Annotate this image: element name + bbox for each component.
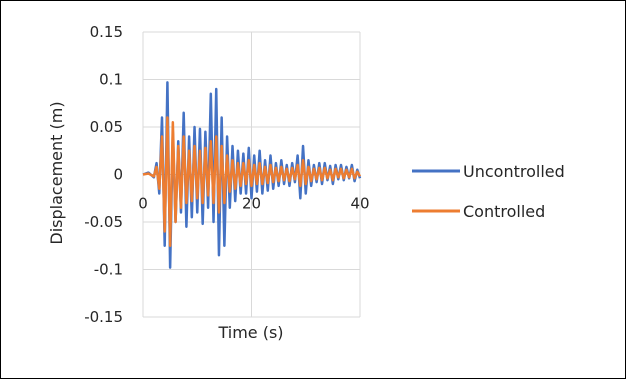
x-tick-label: 20 bbox=[242, 195, 261, 213]
x-tick-label: 0 bbox=[138, 195, 148, 213]
x-tick-label: 40 bbox=[350, 195, 369, 213]
y-tick-label: -0.15 bbox=[84, 308, 123, 326]
legend-label-uncontrolled: Uncontrolled bbox=[463, 162, 565, 181]
series-line-controlled bbox=[142, 116, 362, 247]
y-tick-label: 0.05 bbox=[90, 118, 123, 136]
x-axis-title: Time (s) bbox=[217, 323, 283, 342]
series-layer bbox=[142, 81, 362, 269]
y-tick-label: -0.1 bbox=[94, 261, 123, 279]
y-tick-label: -0.05 bbox=[84, 213, 123, 231]
y-axis-title: Displacement (m) bbox=[47, 101, 66, 244]
y-tick-label: 0.1 bbox=[99, 71, 123, 89]
tick-layer: 0.15 0.1 0.05 0 -0.05 -0.1 -0.15 0 20 40 bbox=[84, 23, 369, 326]
y-tick-label: 0 bbox=[113, 166, 123, 184]
legend: Uncontrolled Controlled bbox=[412, 162, 565, 221]
series-line-uncontrolled bbox=[142, 81, 362, 269]
y-tick-label: 0.15 bbox=[90, 23, 123, 41]
legend-label-controlled: Controlled bbox=[463, 202, 545, 221]
